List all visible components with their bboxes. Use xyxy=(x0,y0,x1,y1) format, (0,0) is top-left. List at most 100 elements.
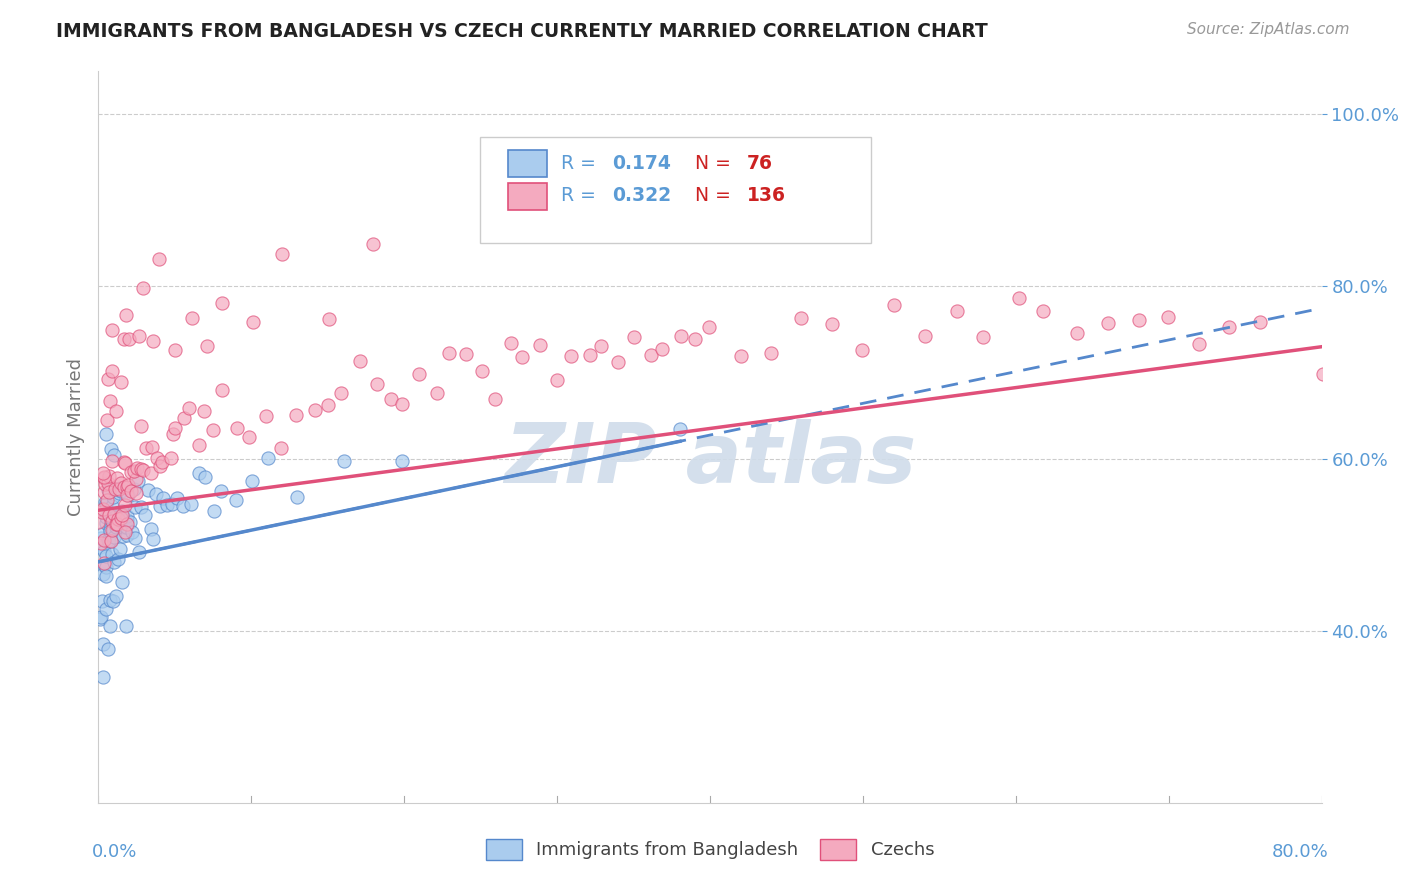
Point xyxy=(270,442,292,456)
Point xyxy=(94,476,117,491)
Point xyxy=(640,348,662,362)
Point xyxy=(127,460,149,475)
Point xyxy=(94,516,117,531)
Point xyxy=(101,524,124,538)
Point xyxy=(118,516,141,530)
Point xyxy=(94,497,117,511)
Point xyxy=(89,611,111,625)
Point xyxy=(111,504,134,518)
Point xyxy=(96,413,118,427)
Point xyxy=(146,451,169,466)
Point xyxy=(318,312,340,326)
Point xyxy=(484,392,506,406)
Point xyxy=(97,483,120,498)
Point xyxy=(361,237,384,252)
Point xyxy=(112,529,135,543)
Point xyxy=(94,568,117,582)
Point xyxy=(127,475,149,489)
Point xyxy=(98,619,121,633)
Point xyxy=(148,252,170,266)
Point xyxy=(100,442,122,456)
Point xyxy=(589,339,612,353)
Point xyxy=(135,441,157,455)
Legend: Immigrants from Bangladesh, Czechs: Immigrants from Bangladesh, Czechs xyxy=(478,831,942,867)
Point xyxy=(761,346,783,360)
Point xyxy=(195,339,218,353)
Point xyxy=(202,504,225,518)
Point xyxy=(173,411,195,425)
Point xyxy=(131,462,153,476)
Point xyxy=(114,518,136,533)
Point xyxy=(1008,291,1031,305)
Text: 136: 136 xyxy=(747,186,786,205)
Point xyxy=(510,350,533,364)
Point xyxy=(100,547,122,561)
Point xyxy=(91,505,114,519)
Point xyxy=(529,338,551,352)
Point xyxy=(134,508,156,522)
Point xyxy=(180,311,202,326)
Point xyxy=(91,670,114,684)
Point xyxy=(560,349,582,363)
Point xyxy=(238,430,260,444)
Point xyxy=(821,318,844,332)
Point xyxy=(105,516,128,531)
Point xyxy=(141,440,163,454)
Point xyxy=(454,347,477,361)
Point xyxy=(152,491,174,505)
Point xyxy=(139,522,162,536)
Point xyxy=(180,497,202,511)
Point xyxy=(156,498,179,512)
Text: R =: R = xyxy=(561,186,602,205)
Point xyxy=(105,483,128,497)
Point xyxy=(94,602,117,616)
Point xyxy=(166,491,188,505)
Point xyxy=(98,469,121,483)
Point xyxy=(93,558,115,573)
Point xyxy=(101,514,124,528)
Point xyxy=(240,474,263,488)
Point xyxy=(103,490,125,504)
Point xyxy=(471,364,494,378)
Point xyxy=(103,530,125,544)
Point xyxy=(285,490,308,504)
Text: 0.322: 0.322 xyxy=(612,186,671,205)
Point xyxy=(114,498,136,512)
Point xyxy=(115,519,138,533)
Point xyxy=(91,501,114,516)
Point xyxy=(98,524,121,539)
Point xyxy=(285,408,308,422)
Point xyxy=(128,545,150,559)
Point xyxy=(101,523,124,537)
Point xyxy=(160,497,183,511)
Point xyxy=(104,520,127,534)
Point xyxy=(111,575,134,590)
Text: 76: 76 xyxy=(747,154,773,173)
Point xyxy=(98,522,121,536)
Point xyxy=(194,470,217,484)
Point xyxy=(98,393,121,408)
Point xyxy=(91,567,114,582)
Point xyxy=(211,384,233,398)
Point xyxy=(651,342,673,356)
FancyBboxPatch shape xyxy=(508,183,547,211)
Point xyxy=(112,455,135,469)
Point xyxy=(98,592,121,607)
Point xyxy=(883,298,905,312)
Point xyxy=(132,281,155,295)
Point xyxy=(914,329,936,343)
Point xyxy=(101,323,124,337)
Point xyxy=(683,332,706,346)
Point xyxy=(93,543,115,558)
Point xyxy=(107,551,129,566)
Point xyxy=(117,488,139,502)
Point xyxy=(391,397,413,411)
Point xyxy=(187,466,209,480)
Point xyxy=(101,500,124,514)
Point xyxy=(110,375,132,389)
Point xyxy=(125,472,148,486)
Point xyxy=(91,638,114,652)
Point xyxy=(96,559,118,574)
Point xyxy=(115,480,138,494)
Point xyxy=(201,423,224,437)
